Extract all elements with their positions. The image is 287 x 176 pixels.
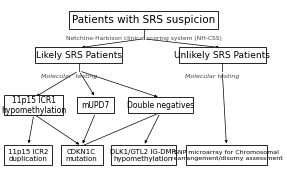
Text: Unlikely SRS Patients: Unlikely SRS Patients	[174, 51, 270, 60]
Text: Molecular  testing: Molecular testing	[41, 74, 97, 79]
FancyBboxPatch shape	[4, 145, 52, 165]
Text: 11p15 ICR1
hypomethylation: 11p15 ICR1 hypomethylation	[1, 96, 66, 115]
FancyBboxPatch shape	[61, 145, 103, 165]
Text: mUPD7: mUPD7	[82, 101, 110, 110]
Text: Double negatives: Double negatives	[127, 101, 194, 110]
FancyBboxPatch shape	[179, 47, 266, 63]
Text: Patients with SRS suspicion: Patients with SRS suspicion	[72, 15, 215, 25]
Text: CDKN1C
mutation: CDKN1C mutation	[66, 149, 98, 162]
Text: Netchine-Harbison clinical scoring system (NH-CSS): Netchine-Harbison clinical scoring syste…	[65, 36, 222, 41]
FancyBboxPatch shape	[111, 145, 176, 165]
FancyBboxPatch shape	[128, 97, 193, 114]
FancyBboxPatch shape	[186, 145, 267, 165]
Text: 11p15 ICR2
duplication: 11p15 ICR2 duplication	[8, 149, 49, 162]
Text: SNP microarray for Chromosomal
rearrangement/disomy assessment: SNP microarray for Chromosomal rearrange…	[170, 150, 282, 161]
FancyBboxPatch shape	[35, 47, 123, 63]
FancyBboxPatch shape	[4, 95, 63, 115]
Text: Likely SRS Patients: Likely SRS Patients	[36, 51, 122, 60]
FancyBboxPatch shape	[69, 11, 218, 29]
FancyBboxPatch shape	[77, 97, 114, 114]
Text: Molecular testing: Molecular testing	[185, 74, 240, 79]
Text: DLK1/GTL2 IG-DMR
hypomethylation: DLK1/GTL2 IG-DMR hypomethylation	[110, 149, 177, 162]
